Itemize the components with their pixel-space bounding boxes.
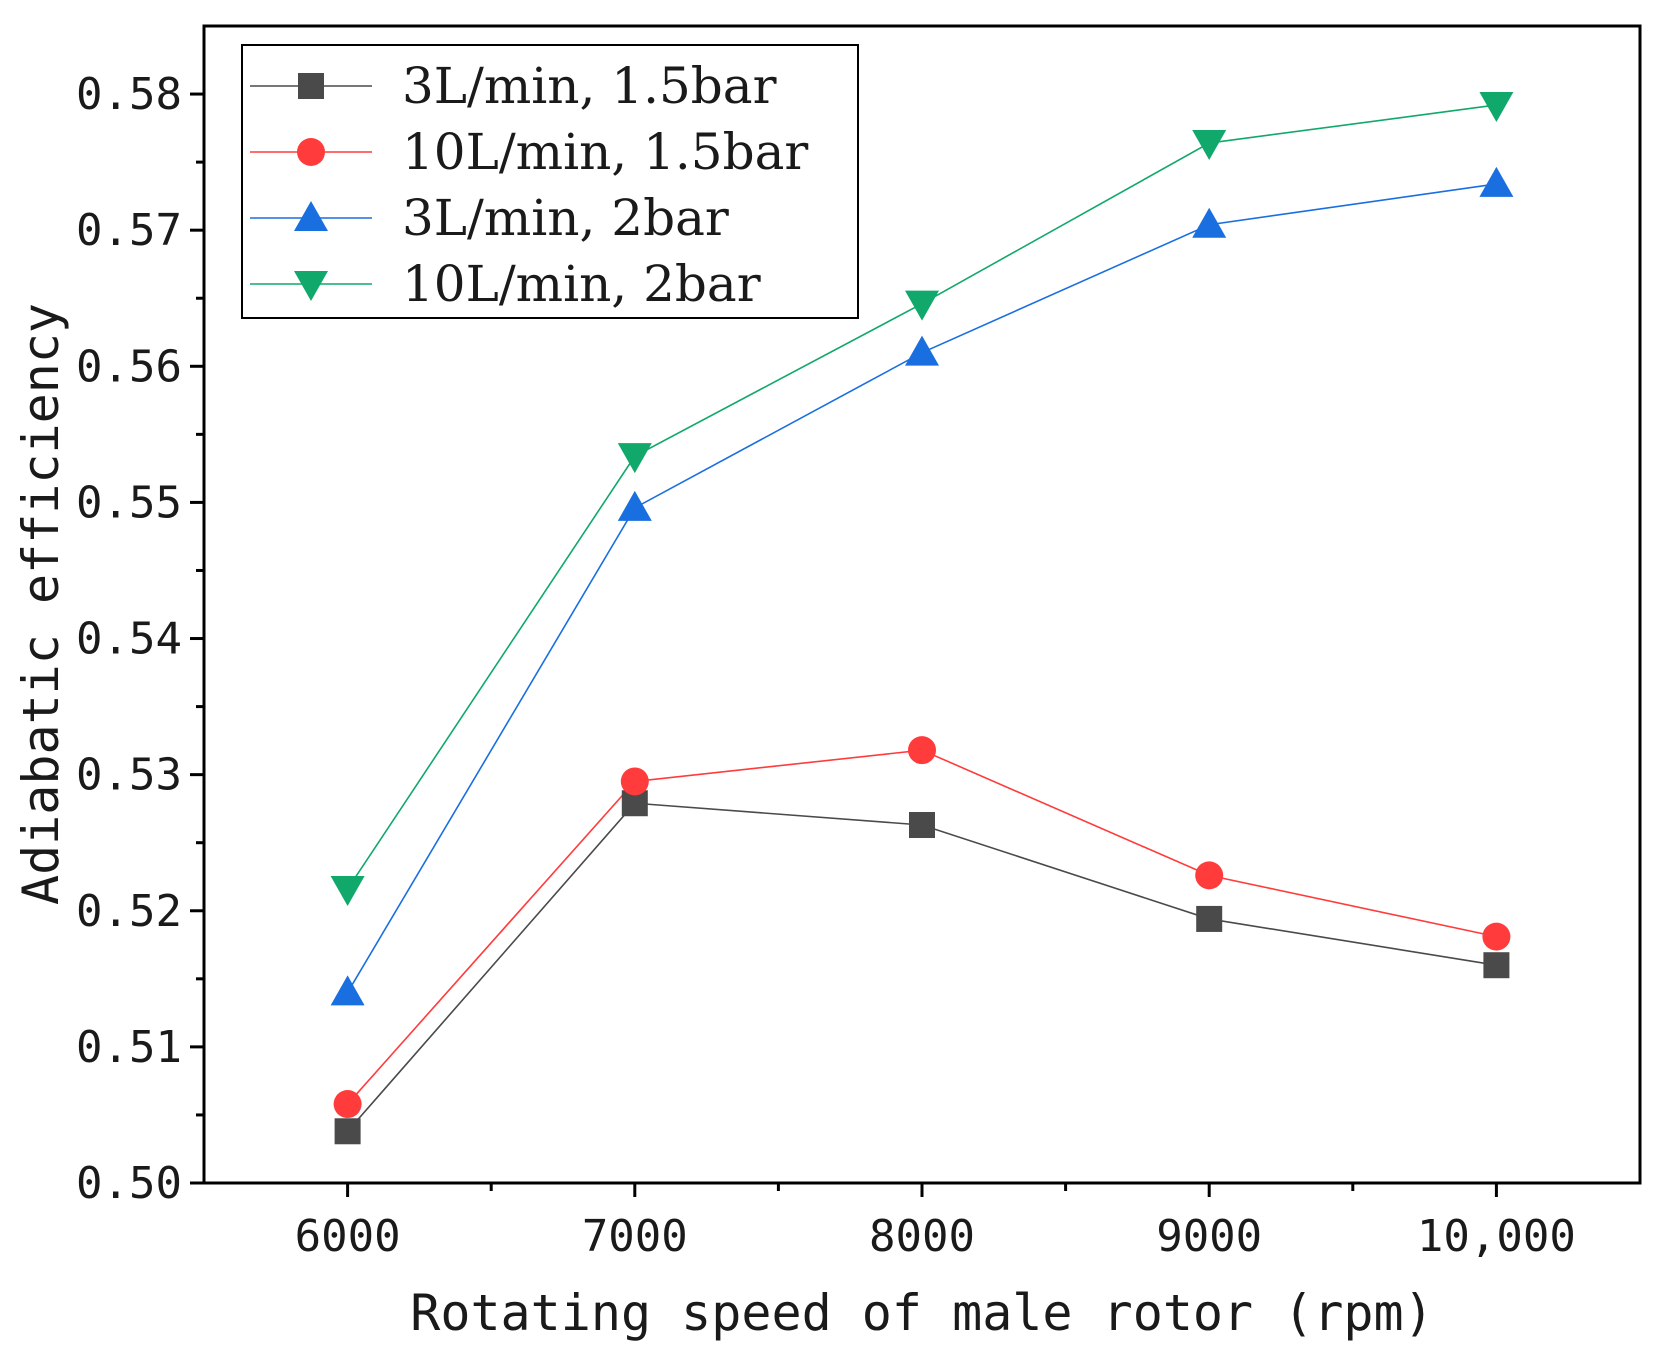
legend-marker	[297, 138, 325, 166]
y-axis-title: Adiabatic efficiency	[12, 303, 70, 905]
data-point-series-2	[905, 335, 939, 366]
data-point-series-3	[905, 290, 939, 321]
legend-marker	[294, 201, 328, 231]
legend-marker	[294, 271, 328, 301]
series-line-1	[347, 749, 1497, 1105]
data-point-series-0	[1196, 905, 1223, 932]
data-point-series-2	[1479, 166, 1514, 197]
data-point-series-3	[617, 443, 652, 474]
y-tick-label: 0.58	[76, 69, 182, 120]
data-point-series-2	[330, 975, 365, 1006]
y-tick-label: 0.54	[76, 614, 182, 665]
data-point-series-3	[330, 875, 365, 906]
x-tick-label: 10,000	[1417, 1211, 1576, 1262]
x-tick-label: 9000	[1156, 1211, 1262, 1262]
y-tick-label: 0.53	[76, 750, 182, 801]
data-point-series-1	[1482, 922, 1511, 951]
y-tick-label: 0.56	[76, 341, 182, 392]
data-point-series-2	[617, 490, 652, 521]
y-tick-label: 0.50	[76, 1158, 182, 1209]
data-point-series-1	[908, 736, 936, 765]
series-line-0	[346, 802, 1497, 1132]
y-tick-label: 0.57	[76, 205, 182, 256]
y-tick-label: 0.52	[76, 886, 182, 937]
x-tick-label: 7000	[582, 1211, 688, 1262]
legend-marker	[298, 73, 324, 99]
y-axis: 0.50 0.51 0.52 0.53 0.54 0.55 0.56 0.57 0.58	[76, 69, 204, 1209]
legend-label: 3L/min, 2bar	[402, 189, 729, 247]
data-point-series-3	[1192, 130, 1227, 161]
data-point-series-0	[334, 1118, 361, 1145]
legend-label: 10L/min, 1.5bar	[402, 123, 808, 181]
data-point-series-0	[909, 812, 935, 839]
data-point-series-1	[333, 1090, 362, 1119]
data-point-series-2	[1192, 207, 1227, 238]
x-axis: 6000 7000 8000 9000 10,000	[295, 1183, 1576, 1262]
x-axis-title: Rotating speed of male rotor (rpm)	[410, 1284, 1434, 1342]
x-tick-label: 8000	[869, 1211, 975, 1262]
data-point-series-1	[1195, 861, 1224, 890]
legend-label: 10L/min, 2bar	[402, 255, 761, 313]
legend-label: 3L/min, 1.5bar	[402, 57, 777, 115]
legend: 3L/min, 1.5bar 10L/min, 1.5bar 3L/min, 2ba…	[241, 44, 859, 319]
data-point-series-1	[620, 767, 649, 796]
x-tick-label: 6000	[295, 1211, 401, 1262]
y-tick-label: 0.51	[76, 1022, 182, 1073]
data-point-series-3	[1479, 91, 1514, 122]
series-markers	[330, 91, 1514, 1145]
y-tick-label: 0.55	[76, 477, 182, 528]
legend-box	[241, 44, 859, 319]
data-point-series-0	[1483, 952, 1510, 979]
